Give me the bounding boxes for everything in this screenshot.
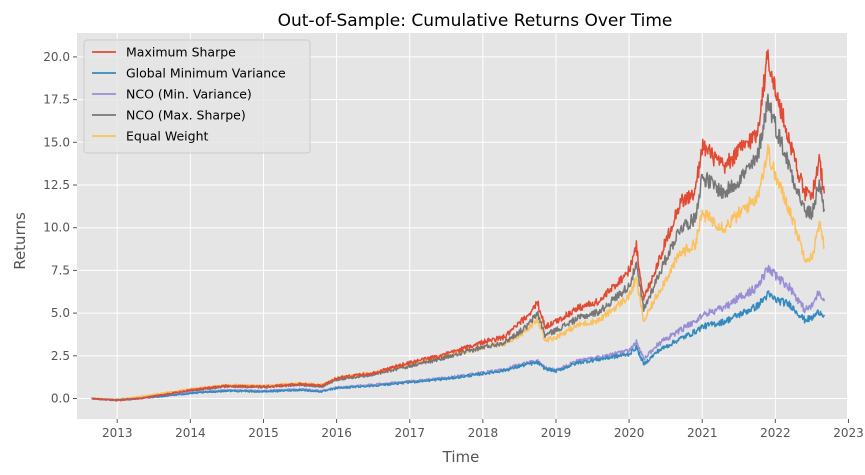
y-tick-label: 12.5 <box>43 178 70 192</box>
legend-label: Global Minimum Variance <box>126 66 286 81</box>
series-lines <box>91 49 826 402</box>
y-tick-label: 5.0 <box>51 306 70 320</box>
series-line-global-minimum-variance <box>91 290 825 401</box>
x-tick-label: 2018 <box>468 426 499 440</box>
legend-label: Maximum Sharpe <box>126 45 236 60</box>
y-axis-ticks: 0.0 2.5 5.0 7.5 10.0 12.5 15.0 17.5 20.0 <box>43 50 77 406</box>
x-tick-label: 2016 <box>321 426 352 440</box>
x-tick-label: 2022 <box>760 426 791 440</box>
y-axis-label: Returns <box>11 212 29 270</box>
y-tick-label: 20.0 <box>43 50 70 64</box>
series-line-nco-max-sharpe <box>91 93 826 402</box>
y-tick-label: 0.0 <box>51 392 70 406</box>
x-axis-label: Time <box>442 448 480 466</box>
legend: Maximum Sharpe Global Minimum Variance NCO… <box>83 39 311 154</box>
series-line-maximum-sharpe <box>91 49 826 402</box>
legend-box <box>83 39 311 154</box>
x-tick-label: 2015 <box>248 426 279 440</box>
x-tick-label: 2020 <box>614 426 645 440</box>
x-tick-label: 2023 <box>833 426 864 440</box>
x-tick-label: 2019 <box>541 426 572 440</box>
y-tick-label: 10.0 <box>43 221 70 235</box>
legend-label: NCO (Max. Sharpe) <box>126 108 246 123</box>
y-tick-label: 2.5 <box>51 349 70 363</box>
x-tick-label: 2014 <box>175 426 206 440</box>
x-tick-label: 2013 <box>102 426 133 440</box>
y-tick-label: 15.0 <box>43 135 70 149</box>
x-axis-ticks: 2013 2014 2015 2016 2017 2018 2019 2020 2021 2022… <box>102 419 864 440</box>
legend-label: Equal Weight <box>126 129 209 144</box>
x-tick-label: 2021 <box>687 426 718 440</box>
y-tick-label: 7.5 <box>51 263 70 277</box>
y-tick-label: 17.5 <box>43 93 70 107</box>
chart-title: Out-of-Sample: Cumulative Returns Over T… <box>278 11 673 31</box>
legend-label: NCO (Min. Variance) <box>126 87 252 102</box>
x-tick-label: 2017 <box>394 426 425 440</box>
